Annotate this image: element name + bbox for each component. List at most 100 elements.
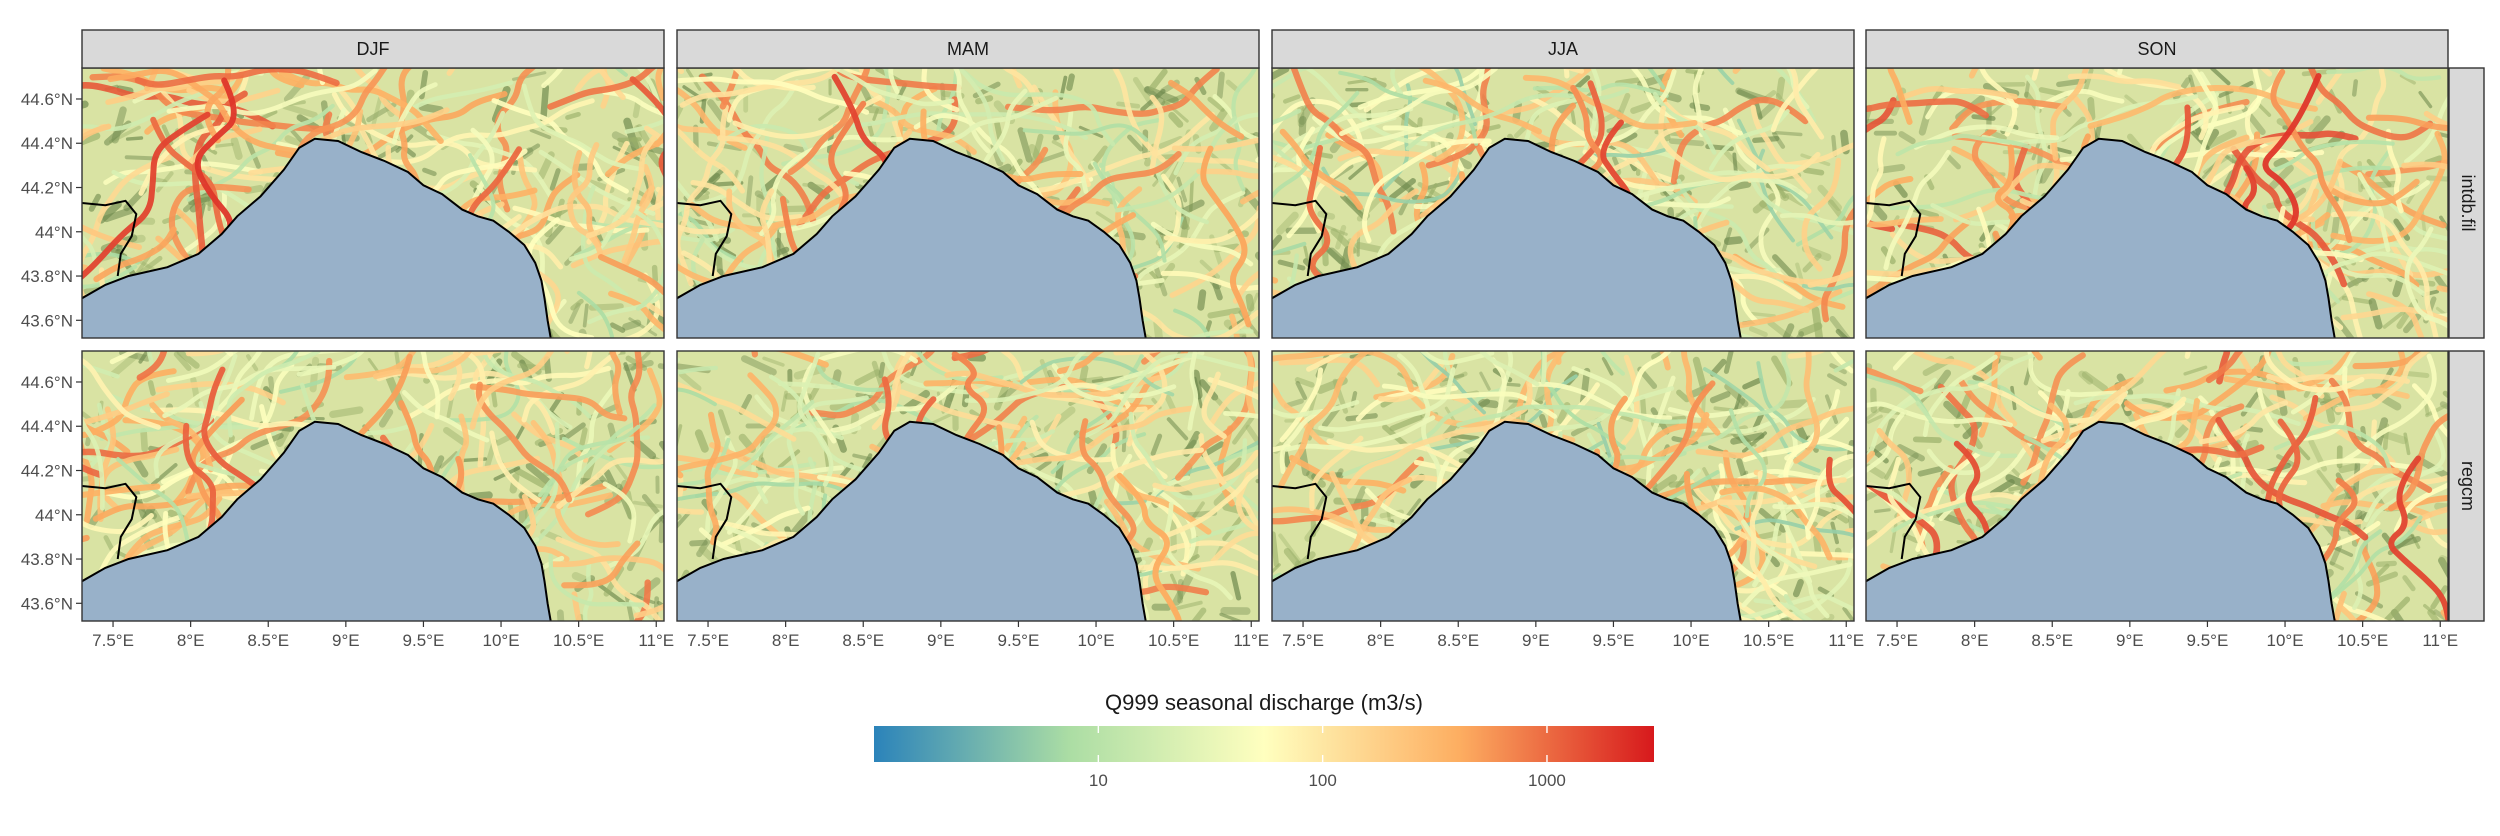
terrain-shading [124,155,159,161]
terrain-shading [632,99,642,119]
river-segment [1272,399,1360,419]
river-segment [548,553,645,607]
river-segment [1582,68,1602,155]
river-segment [677,437,731,488]
terrain-shading [1283,398,1304,409]
river-segment [677,372,780,473]
terrain-shading [1734,392,1742,410]
terrain-shading [1724,383,1749,408]
terrain-shading [1017,127,1033,163]
river-segment [621,272,661,338]
lat-tick-label: 44°N [35,506,73,525]
river-segment [1339,476,1413,566]
terrain-shading [2392,269,2406,298]
river-segment [173,599,194,621]
terrain-shading [2399,74,2416,85]
terrain-shading [1792,578,1804,598]
river-segment [1419,351,1486,415]
terrain-shading [1272,68,1290,81]
river-segment [1278,357,1381,388]
river-segment [1883,149,1951,271]
river-segment [556,457,664,509]
river-segment [391,82,438,145]
river-segment [521,83,644,172]
terrain-shading [694,429,709,453]
river-segment [2315,68,2348,105]
river-segment [1357,68,1488,110]
lon-tick-label: 11°E [638,631,674,650]
legend-tick-label: 100 [1308,771,1336,790]
terrain-shading [371,96,383,128]
terrain-shading [103,535,116,554]
river-segment [571,150,602,248]
river-segment [291,68,389,176]
river-segment [832,111,1088,140]
river-segment [2335,351,2431,413]
terrain-shading [2371,390,2402,411]
river-segment [1318,367,1456,432]
terrain-shading [1185,554,1200,564]
river-segment [447,351,463,401]
river-segment [2093,351,2168,419]
river-segment [739,399,815,471]
lon-tick-label: 10°E [2267,631,2304,650]
terrain-shading [2316,469,2335,493]
terrain-shading [495,434,512,446]
river-segment [472,351,495,469]
lat-tick-label: 44.4°N [21,417,73,436]
river-segment [1722,107,1786,281]
river-segment [82,91,204,132]
terrain-shading [102,207,134,223]
column-strip [1865,29,2449,69]
terrain-shading [2087,97,2096,121]
legend-colorbar [874,726,1654,762]
terrain-shading [1295,381,1308,401]
terrain-shading [582,303,589,328]
river-segment [582,562,594,621]
terrain-shading [2203,129,2237,150]
river-segment [1279,409,1325,474]
terrain-shading [2394,535,2421,549]
terrain-shading [1504,382,1521,387]
river-segment [1160,270,1259,291]
terrain-shading [259,109,278,121]
river-segment [420,351,441,420]
terrain-shading [1303,245,1310,261]
lon-tick-label: 11°E [2422,631,2458,650]
terrain-shading [432,455,445,474]
river-segment [962,70,1116,147]
terrain-shading [109,125,141,144]
panel-content [1866,351,2448,621]
terrain-shading [176,351,200,369]
country-border [677,199,733,277]
terrain-shading [708,167,726,183]
river-segment [1866,478,1931,522]
river-segment [1339,68,1499,137]
terrain-shading [1246,292,1259,318]
river-segment [82,414,105,511]
legend-tick-label: 1000 [1528,771,1566,790]
terrain-shading [789,508,814,537]
terrain-shading [439,451,459,469]
terrain-shading [529,128,552,140]
river-segment [149,401,214,473]
river-segment [105,467,243,500]
river-segment [2357,171,2391,253]
terrain-shading [1570,109,1577,126]
river-segment [1772,501,1854,520]
river-segment [136,351,168,381]
river-segment [1302,68,1428,147]
river-segment [2268,351,2334,367]
terrain-shading [418,103,444,114]
terrain-shading [212,142,234,149]
terrain-shading [628,317,658,337]
river-segment [2215,416,2369,541]
river-segment [2400,506,2448,530]
terrain-shading [1943,400,1961,419]
terrain-shading [1871,203,1888,221]
terrain-shading [2338,463,2358,474]
river-segment [1232,270,1259,304]
terrain-shading [556,609,565,621]
terrain-shading [1382,334,1393,338]
